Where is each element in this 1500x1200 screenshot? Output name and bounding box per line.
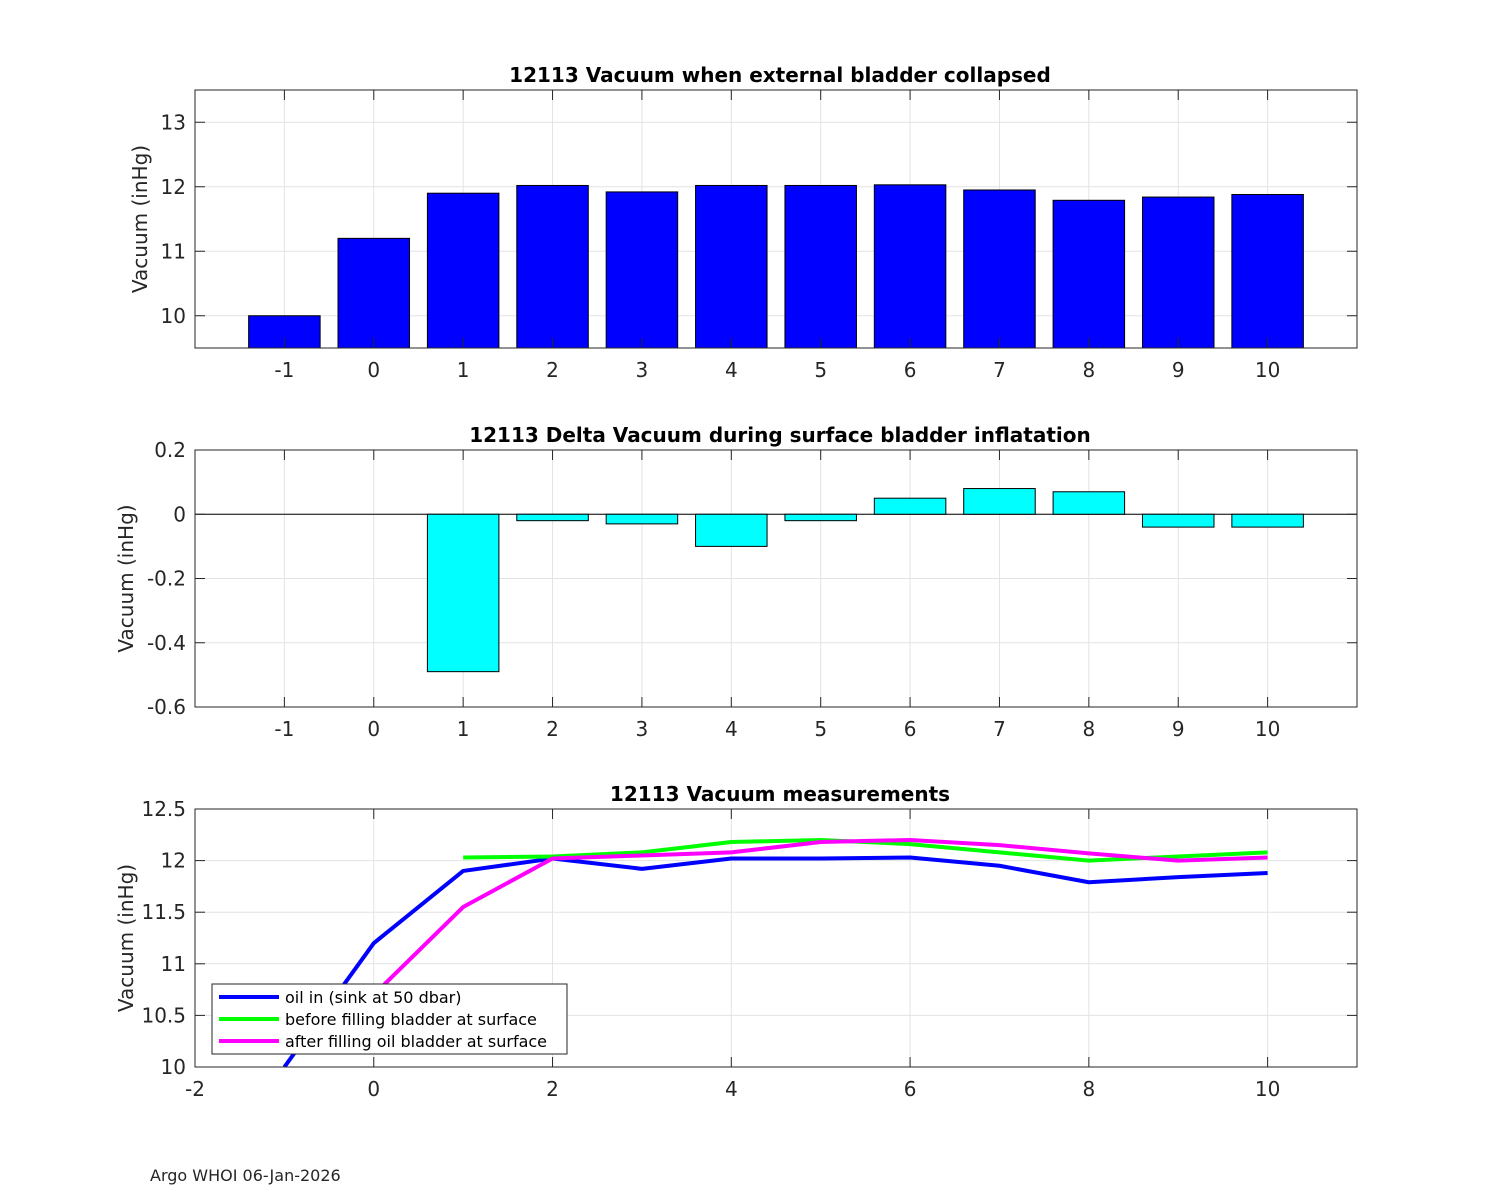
x-tick-label: 6 <box>904 717 917 741</box>
y-tick-label: 12 <box>161 175 186 199</box>
y-tick-label: -0.6 <box>147 695 186 719</box>
bar-4 <box>695 513 768 547</box>
bar-8 <box>1052 199 1126 349</box>
x-tick-label: 0 <box>367 717 380 741</box>
x-tick-label: 10 <box>1255 358 1280 382</box>
x-tick-label: 9 <box>1172 717 1185 741</box>
bar-10 <box>1231 193 1304 349</box>
x-tick-label: 6 <box>904 358 917 382</box>
bar-10 <box>1231 513 1304 528</box>
bar-5 <box>784 184 857 349</box>
y-tick-label: 11 <box>161 239 186 263</box>
bar-3 <box>605 513 679 525</box>
bar-6 <box>873 497 947 515</box>
x-tick-label: 3 <box>636 358 649 382</box>
y-tick-label: -0.4 <box>147 631 186 655</box>
bar-0 <box>337 237 411 349</box>
y-axis-label: Vacuum (inHg) <box>114 864 138 1012</box>
bar-2 <box>516 184 589 349</box>
axes-box <box>194 808 1358 1068</box>
y-tick-label: 11.5 <box>141 900 186 924</box>
x-tick-label: 2 <box>546 358 559 382</box>
x-tick-label: 2 <box>546 717 559 741</box>
y-tick-label: 10 <box>161 304 186 328</box>
x-tick-label: 9 <box>1172 358 1185 382</box>
legend-label-2: before filling bladder at surface <box>285 1010 537 1029</box>
bar-5 <box>784 513 857 522</box>
x-tick-label: 5 <box>814 358 827 382</box>
x-tick-label: 0 <box>367 1077 380 1101</box>
y-tick-label: -0.2 <box>147 567 186 591</box>
legend: oil in (sink at 50 dbar) before filling b… <box>211 983 568 1055</box>
bar-1 <box>426 192 500 349</box>
y-tick-label: 0.2 <box>154 438 186 462</box>
x-tick-label: 2 <box>546 1077 559 1101</box>
chart-2: -1 0 1 2 3 4 5 6 7 8 9 10 -0.6 -0.4 -0.2 0 0.2 12113 Delt… <box>114 423 1358 741</box>
bar-6 <box>873 184 947 349</box>
x-tick-label: 4 <box>725 717 738 741</box>
y-tick-label: 10 <box>161 1055 186 1079</box>
y-tick-label: 10.5 <box>141 1003 186 1027</box>
bar-3 <box>605 191 679 349</box>
x-tick-label: 4 <box>725 358 738 382</box>
x-tick-label: -1 <box>274 717 294 741</box>
y-tick-label: 11 <box>161 952 186 976</box>
legend-label-3: after filling oil bladder at surface <box>285 1032 547 1051</box>
x-tick-label: -2 <box>185 1077 205 1101</box>
chart-title: 12113 Vacuum when external bladder colla… <box>509 63 1051 87</box>
x-tick-label: 7 <box>993 358 1006 382</box>
chart-3: -2 0 2 4 6 8 10 10 10.5 11 11.5 12 12.5 12113 Vacuum … <box>114 782 1358 1101</box>
x-tick-label: 6 <box>904 1077 917 1101</box>
x-tick-label: 1 <box>457 717 470 741</box>
bar-2 <box>516 513 589 522</box>
x-tick-label: 8 <box>1082 358 1095 382</box>
y-axis-label: Vacuum (inHg) <box>128 145 152 293</box>
bar-9 <box>1141 513 1215 528</box>
bar-7 <box>963 488 1036 515</box>
y-axis-label: Vacuum (inHg) <box>114 504 138 652</box>
bar-7 <box>963 189 1036 349</box>
footer-text: Argo WHOI 06-Jan-2026 <box>150 1166 341 1185</box>
y-tick-label: 0 <box>173 502 186 526</box>
x-tick-label: 10 <box>1255 717 1280 741</box>
y-tick-label: 12 <box>161 849 186 873</box>
y-tick-label: 12.5 <box>141 797 186 821</box>
series-line-1 <box>282 855 1268 1067</box>
y-tick-label: 13 <box>161 110 186 134</box>
x-tick-label: 4 <box>725 1077 738 1101</box>
x-tick-label: 0 <box>367 358 380 382</box>
x-tick-label: 10 <box>1255 1077 1280 1101</box>
axes-box <box>194 89 1358 349</box>
x-tick-label: -1 <box>274 358 294 382</box>
x-tick-label: 8 <box>1082 1077 1095 1101</box>
x-tick-label: 7 <box>993 717 1006 741</box>
series-line-3 <box>372 837 1268 997</box>
legend-label-1: oil in (sink at 50 dbar) <box>285 988 462 1007</box>
bar-8 <box>1052 491 1126 515</box>
x-tick-label: 8 <box>1082 717 1095 741</box>
x-tick-label: 3 <box>636 717 649 741</box>
bar-1 <box>426 513 500 673</box>
bar-4 <box>695 184 768 349</box>
chart-title: 12113 Vacuum measurements <box>610 782 950 806</box>
x-tick-label: 1 <box>457 358 470 382</box>
bar-9 <box>1141 196 1215 349</box>
x-tick-label: 5 <box>814 717 827 741</box>
chart-title: 12113 Delta Vacuum during surface bladde… <box>469 423 1091 447</box>
